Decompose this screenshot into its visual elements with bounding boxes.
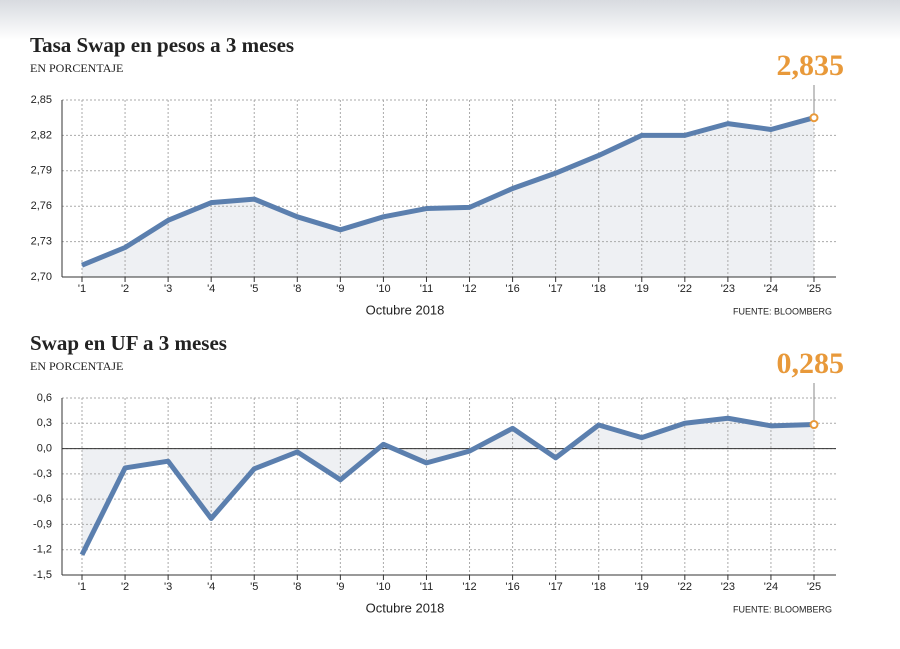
y-tick-label: 2,85	[31, 94, 52, 106]
area	[82, 418, 814, 555]
x-tick-label: '9	[336, 283, 344, 295]
line	[79, 415, 815, 556]
x-tick-label: '12	[462, 283, 476, 295]
point	[809, 113, 819, 123]
x-tick-label: '3	[164, 283, 172, 295]
x-tick-label: '25	[807, 283, 821, 295]
y-tick-label: 0,3	[37, 417, 52, 429]
source: FUENTE: BLOOMBERG	[733, 604, 832, 614]
y-tick-label: -1,5	[33, 569, 52, 581]
point	[809, 420, 819, 430]
x-tick-label: '10	[376, 581, 390, 593]
chart-subtitle: EN PORCENTAJE	[30, 61, 123, 75]
x-tick-label: '22	[678, 581, 692, 593]
source: FUENTE: BLOOMBERG	[733, 306, 832, 316]
x-tick-label: '9	[336, 581, 344, 593]
y-tick-label: 2,70	[31, 271, 52, 283]
x-tick-label: '18	[592, 581, 606, 593]
x-tick-label: '2	[121, 581, 129, 593]
x-tick-label: '24	[764, 283, 778, 295]
x-tick-label: '5	[250, 581, 258, 593]
x-tick-label: '16	[505, 581, 519, 593]
x-tick-label: '18	[592, 283, 606, 295]
x-tick-label: '17	[548, 283, 562, 295]
x-tick-label: '25	[807, 581, 821, 593]
y-tick-label: -1,2	[33, 544, 52, 556]
y-tick-label: -0,3	[33, 468, 52, 480]
x-tick-label: '17	[548, 581, 562, 593]
x-tick-label: '11	[420, 283, 434, 295]
x-tick-label: '16	[505, 283, 519, 295]
x-tick-label: '24	[764, 581, 778, 593]
x-tick-label: '22	[678, 283, 692, 295]
x-tick-label: '23	[721, 283, 735, 295]
x-tick-label: '1	[78, 581, 86, 593]
chart-title: Tasa Swap en pesos a 3 meses	[30, 33, 294, 57]
y-tick-label: 2,73	[31, 236, 52, 248]
header-band	[0, 0, 900, 40]
x-tick-label: '19	[635, 581, 649, 593]
y-tick-label: 0,6	[37, 392, 52, 404]
x-axis-label: Octubre 2018	[366, 302, 445, 317]
value-label: 2,835	[777, 49, 845, 82]
y-tick-label: 2,82	[31, 129, 52, 141]
x-tick-label: '5	[250, 283, 258, 295]
x-tick-label: '8	[293, 581, 301, 593]
x-tick-label: '2	[121, 283, 129, 295]
x-tick-label: '4	[207, 283, 215, 295]
x-tick-label: '4	[207, 581, 215, 593]
chart-title: Swap en UF a 3 meses	[30, 331, 227, 355]
y-tick-label: 0,0	[37, 442, 52, 454]
x-tick-label: '1	[78, 283, 86, 295]
x-tick-label: '8	[293, 283, 301, 295]
line	[81, 115, 815, 268]
x-axis-label: Octubre 2018	[366, 600, 445, 615]
y-tick-label: -0,6	[33, 493, 52, 505]
y-tick-label: 2,76	[31, 200, 52, 212]
value-label: 0,285	[777, 347, 845, 380]
x-tick-label: '19	[635, 283, 649, 295]
y-tick-label: 2,79	[31, 165, 52, 177]
x-tick-label: '3	[164, 581, 172, 593]
x-tick-label: '12	[462, 581, 476, 593]
area	[82, 117, 814, 277]
x-tick-label: '11	[420, 581, 434, 593]
y-tick-label: -0,9	[33, 518, 52, 530]
x-tick-label: '23	[721, 581, 735, 593]
chart-subtitle: EN PORCENTAJE	[30, 359, 123, 373]
x-tick-label: '10	[376, 283, 390, 295]
